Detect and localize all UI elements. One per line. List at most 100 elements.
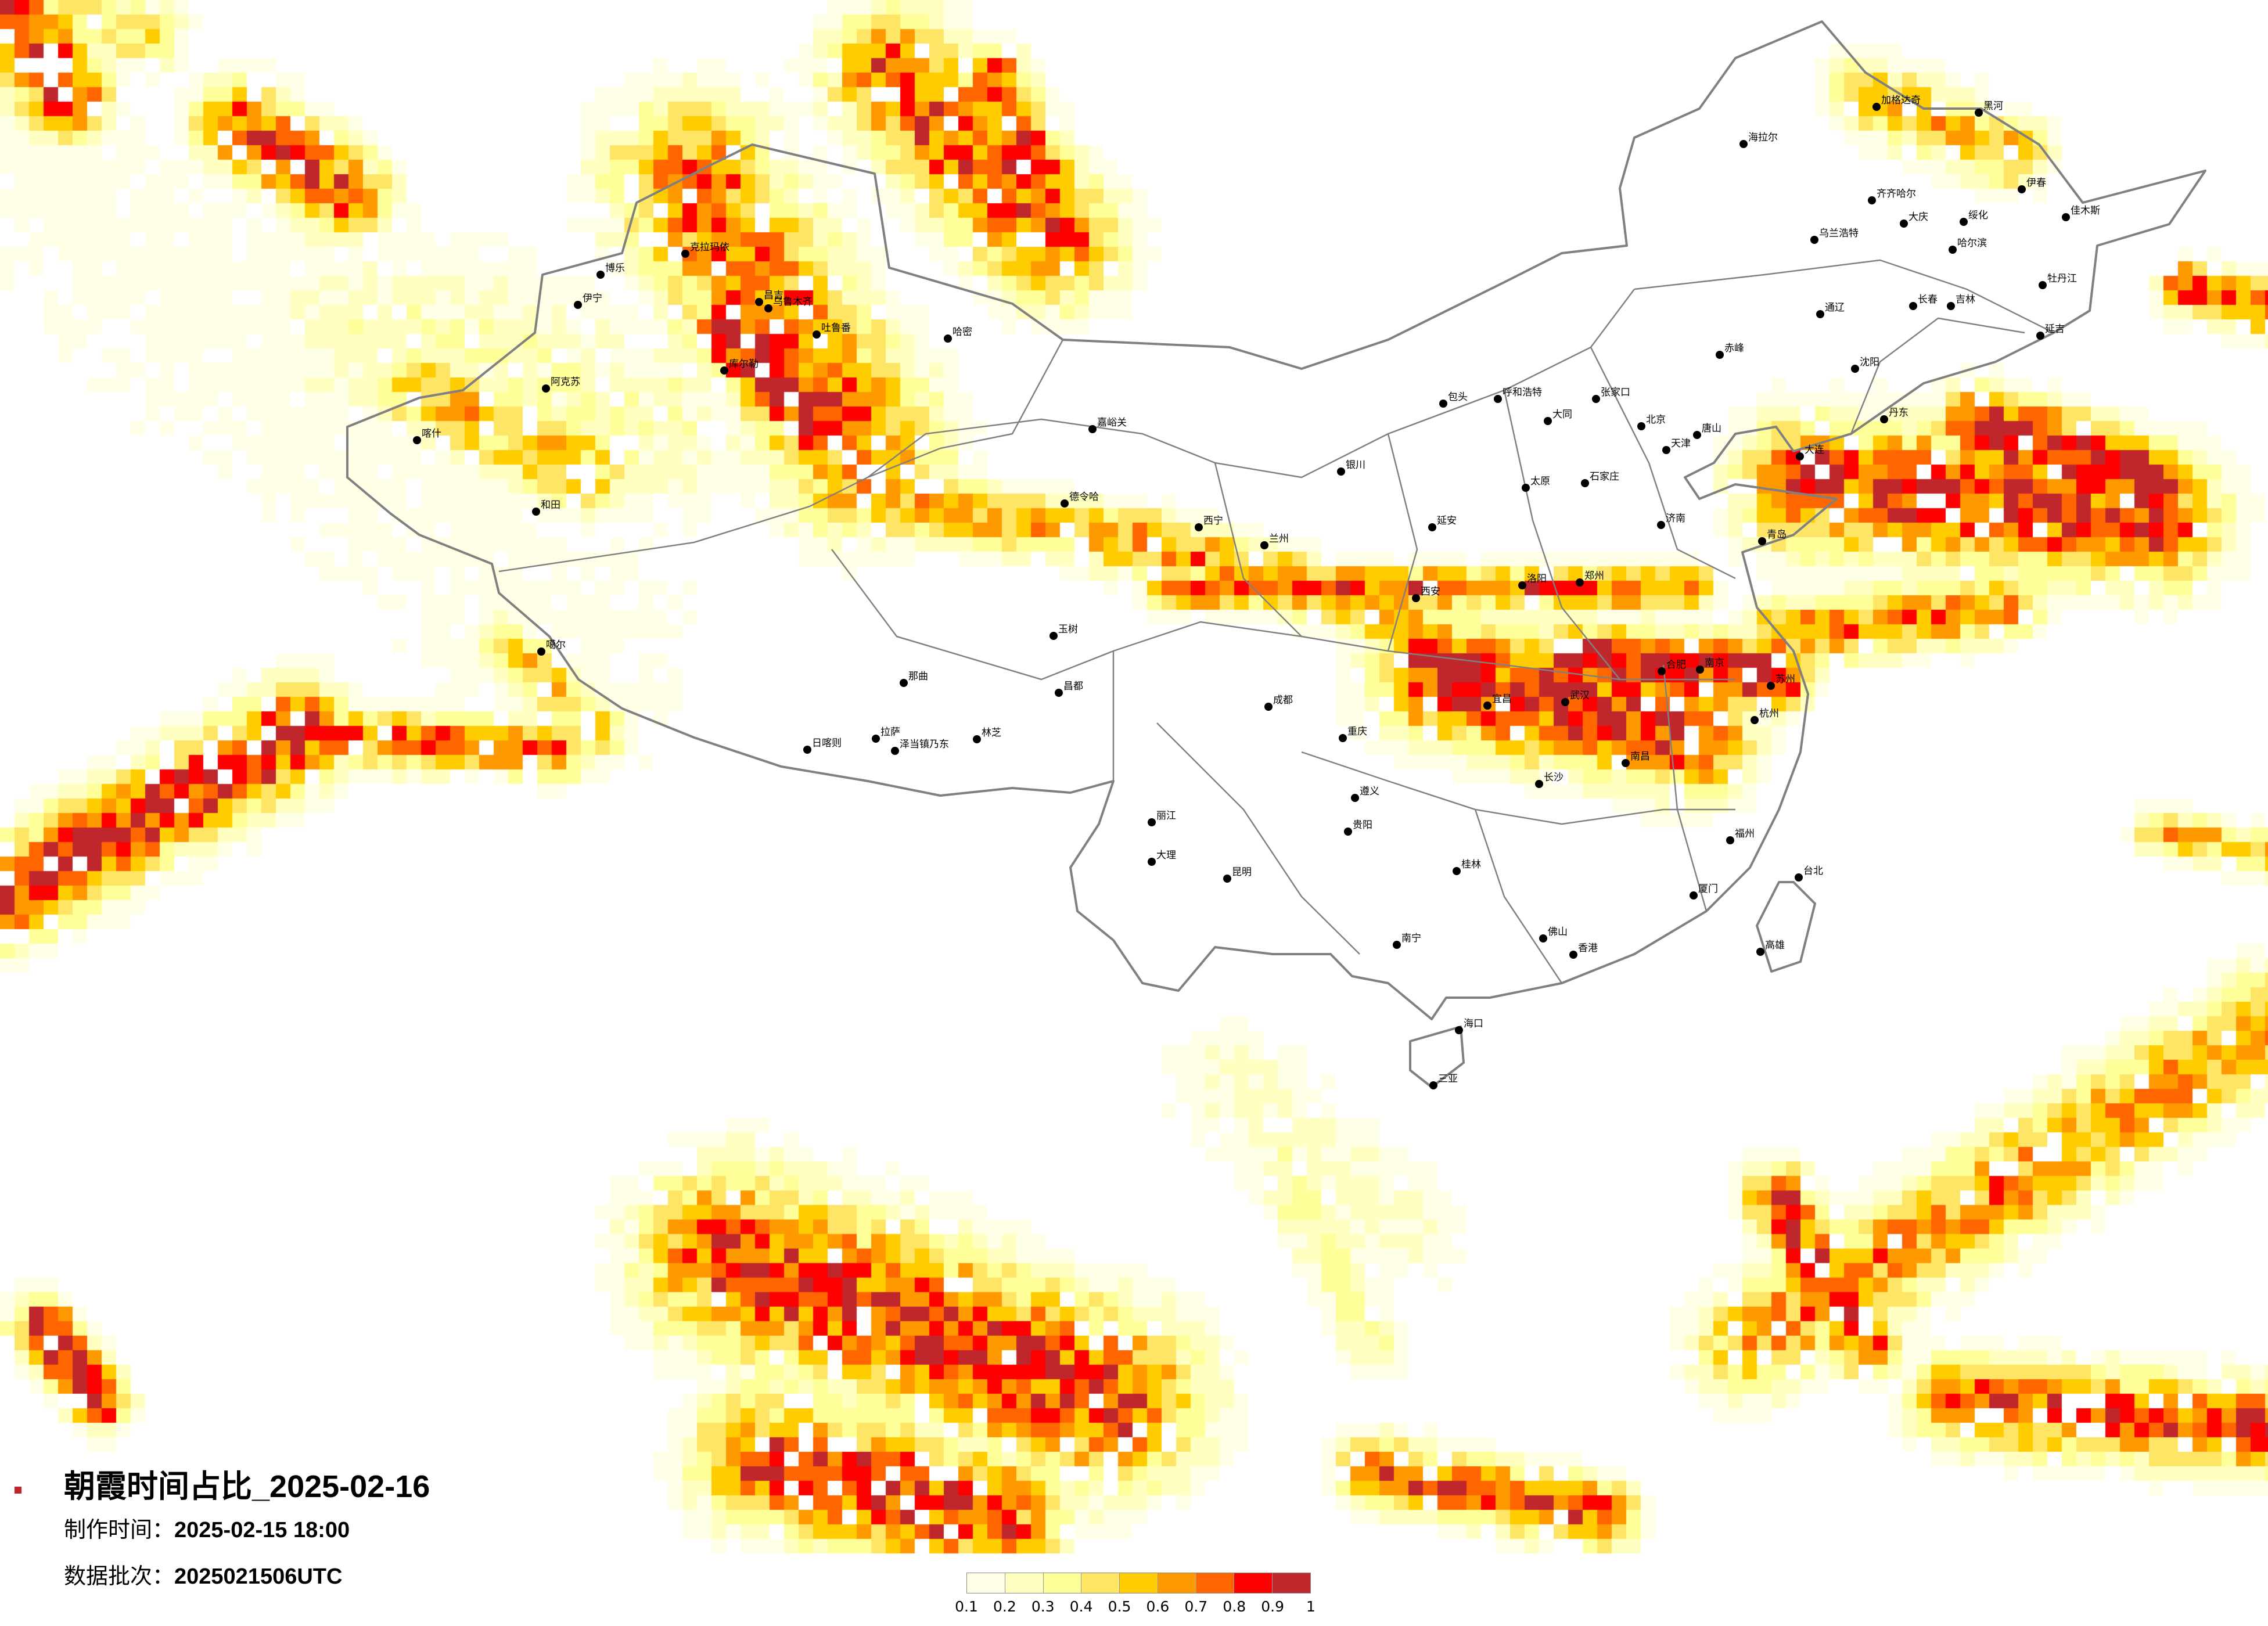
city-marker: 克拉玛依 bbox=[681, 242, 729, 258]
map-edge-marker bbox=[15, 1487, 21, 1494]
legend-tick-label: 0.4 bbox=[1069, 1598, 1093, 1615]
city-label: 沈阳 bbox=[1860, 357, 1879, 368]
city-label: 台北 bbox=[1803, 865, 1823, 877]
legend-tick-label: 0.2 bbox=[993, 1598, 1016, 1615]
city-dot bbox=[542, 384, 550, 393]
city-dot bbox=[1061, 499, 1069, 508]
data-batch: 数据批次：2025021506UTC bbox=[64, 1553, 430, 1600]
legend-colorbar bbox=[966, 1573, 1311, 1593]
city-dot bbox=[1351, 794, 1359, 802]
city-marker: 高雄 bbox=[1756, 940, 1785, 956]
city-label: 日喀则 bbox=[812, 738, 842, 749]
city-label: 桂林 bbox=[1461, 859, 1481, 870]
city-dot bbox=[1662, 446, 1670, 454]
city-marker: 阿克苏 bbox=[542, 376, 580, 393]
city-dot bbox=[2062, 213, 2070, 221]
city-marker: 延安 bbox=[1428, 515, 1457, 531]
city-label: 佳木斯 bbox=[2071, 205, 2100, 217]
city-marker: 昌都 bbox=[1055, 681, 1083, 697]
city-dot bbox=[532, 508, 540, 516]
city-marker: 太原 bbox=[1522, 476, 1550, 492]
city-marker: 延吉 bbox=[2036, 323, 2065, 340]
city-marker: 吉林 bbox=[1947, 294, 1975, 310]
city-dot bbox=[1569, 951, 1577, 959]
city-dot bbox=[1816, 310, 1824, 318]
city-dot bbox=[1344, 828, 1352, 836]
city-dot bbox=[2018, 185, 2026, 193]
city-dot bbox=[1581, 479, 1589, 487]
city-label: 德令哈 bbox=[1069, 491, 1099, 503]
legend-swatch bbox=[1043, 1573, 1082, 1593]
legend-tick-label: 0.1 bbox=[955, 1598, 978, 1615]
legend-swatch bbox=[1273, 1573, 1311, 1593]
city-dot bbox=[1483, 702, 1491, 710]
city-marker: 石家庄 bbox=[1581, 471, 1619, 487]
city-marker: 大庆 bbox=[1900, 211, 1928, 228]
city-label: 福州 bbox=[1735, 828, 1755, 840]
city-marker: 天津 bbox=[1662, 438, 1691, 454]
city-dot bbox=[1657, 521, 1665, 529]
city-marker: 海口 bbox=[1455, 1018, 1483, 1034]
city-marker: 包头 bbox=[1439, 391, 1468, 408]
city-label: 昆明 bbox=[1232, 866, 1252, 878]
city-label: 长沙 bbox=[1544, 772, 1563, 783]
city-dot bbox=[1592, 395, 1600, 403]
city-marker: 宜昌 bbox=[1483, 693, 1512, 710]
city-label: 丹东 bbox=[1889, 407, 1908, 419]
city-dot bbox=[1693, 431, 1701, 439]
city-marker: 北京 bbox=[1637, 414, 1666, 430]
city-dot bbox=[891, 747, 899, 755]
city-marker: 西安 bbox=[1412, 586, 1440, 602]
city-label: 玉树 bbox=[1058, 624, 1078, 635]
legend-tick-label: 0.9 bbox=[1261, 1598, 1284, 1615]
city-dot bbox=[1455, 1026, 1463, 1034]
city-dot bbox=[596, 271, 605, 279]
city-marker: 林芝 bbox=[973, 727, 1001, 743]
city-marker: 南宁 bbox=[1393, 933, 1421, 949]
city-dot bbox=[1260, 541, 1268, 549]
city-marker: 玉树 bbox=[1049, 624, 1078, 640]
city-marker: 长沙 bbox=[1535, 772, 1563, 788]
city-label: 昌吉 bbox=[764, 290, 783, 301]
city-marker: 昌吉 bbox=[755, 290, 783, 306]
city-marker: 噶尔 bbox=[537, 639, 566, 656]
city-dot bbox=[813, 330, 821, 339]
city-label: 银川 bbox=[1346, 459, 1365, 471]
legend-swatch bbox=[1005, 1573, 1044, 1593]
city-dot bbox=[1947, 302, 1955, 310]
city-label: 黑河 bbox=[1983, 100, 2003, 112]
city-label: 克拉玛依 bbox=[690, 242, 729, 253]
city-marker: 泽当镇乃东 bbox=[891, 739, 949, 755]
city-label: 武汉 bbox=[1570, 690, 1590, 702]
city-label: 吉林 bbox=[1956, 294, 1975, 305]
city-marker: 洛阳 bbox=[1518, 573, 1547, 589]
city-marker: 三亚 bbox=[1429, 1073, 1458, 1089]
city-label: 佛山 bbox=[1548, 926, 1568, 938]
city-marker: 桂林 bbox=[1453, 859, 1481, 875]
city-dot bbox=[1696, 665, 1704, 674]
city-label: 南京 bbox=[1705, 657, 1724, 669]
legend-tick-label: 0.3 bbox=[1031, 1598, 1055, 1615]
city-dot bbox=[1690, 891, 1698, 900]
city-marker: 大理 bbox=[1148, 850, 1176, 866]
city-label: 吐鲁番 bbox=[821, 322, 851, 334]
city-marker: 那曲 bbox=[900, 671, 928, 687]
city-dot bbox=[755, 298, 763, 306]
city-marker: 青岛 bbox=[1758, 529, 1787, 545]
city-dot bbox=[2039, 281, 2047, 289]
province-border bbox=[1113, 621, 1735, 681]
city-marker: 香港 bbox=[1569, 942, 1598, 959]
city-label: 三亚 bbox=[1438, 1073, 1458, 1085]
legend-tick-label: 0.7 bbox=[1184, 1598, 1208, 1615]
city-marker: 唐山 bbox=[1693, 422, 1721, 439]
city-dot bbox=[1796, 452, 1804, 461]
city-dot bbox=[1851, 365, 1859, 373]
city-marker: 南京 bbox=[1696, 657, 1724, 674]
city-marker: 台北 bbox=[1795, 865, 1823, 882]
city-marker: 厦门 bbox=[1690, 883, 1718, 900]
city-label: 丽江 bbox=[1156, 810, 1176, 822]
province-border bbox=[1387, 433, 1418, 652]
city-label: 包头 bbox=[1448, 391, 1468, 403]
city-label: 拉萨 bbox=[880, 726, 900, 738]
